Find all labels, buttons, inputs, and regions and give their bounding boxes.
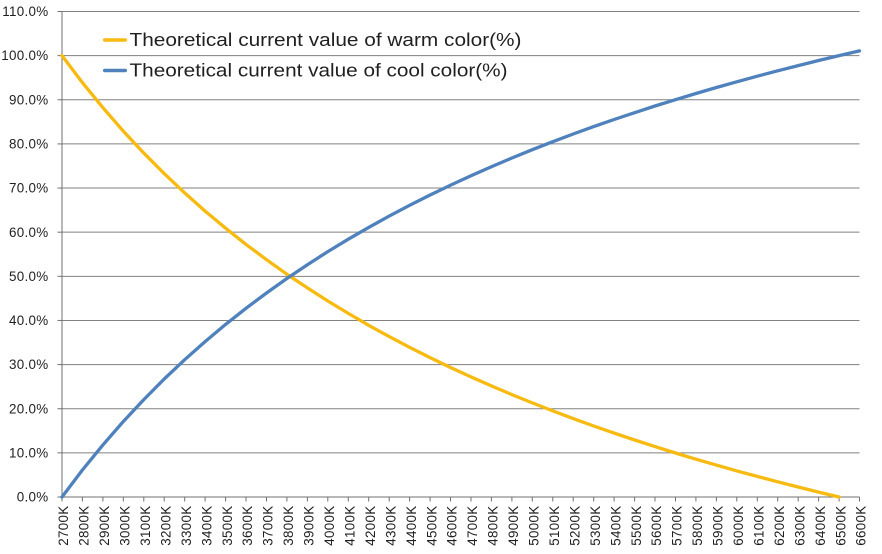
svg-text:40.0%: 40.0% xyxy=(9,313,48,328)
svg-text:20.0%: 20.0% xyxy=(9,401,48,416)
svg-text:3000K: 3000K xyxy=(118,506,133,546)
svg-text:5000K: 5000K xyxy=(527,506,542,546)
svg-text:5700K: 5700K xyxy=(670,506,685,546)
svg-text:6400K: 6400K xyxy=(813,506,828,546)
svg-text:50.0%: 50.0% xyxy=(9,269,48,284)
svg-text:5800K: 5800K xyxy=(690,506,705,546)
svg-text:2900K: 2900K xyxy=(97,506,112,546)
svg-text:90.0%: 90.0% xyxy=(9,92,48,107)
svg-text:5500K: 5500K xyxy=(629,506,644,546)
svg-text:Theoretical current value of w: Theoretical current value of warm color(… xyxy=(130,30,522,50)
svg-text:5300K: 5300K xyxy=(588,506,603,546)
svg-text:6500K: 6500K xyxy=(833,506,848,546)
svg-text:5200K: 5200K xyxy=(567,506,582,546)
svg-text:3500K: 3500K xyxy=(220,506,235,546)
svg-text:60.0%: 60.0% xyxy=(9,225,48,240)
svg-text:5900K: 5900K xyxy=(711,506,726,546)
svg-text:2700K: 2700K xyxy=(56,506,71,546)
svg-text:6200K: 6200K xyxy=(772,506,787,546)
svg-text:100.0%: 100.0% xyxy=(1,48,48,63)
svg-text:3200K: 3200K xyxy=(158,506,173,546)
svg-text:4300K: 4300K xyxy=(383,506,398,546)
svg-text:4700K: 4700K xyxy=(465,506,480,546)
svg-text:3300K: 3300K xyxy=(179,506,194,546)
svg-text:4400K: 4400K xyxy=(404,506,419,546)
svg-text:Theoretical current value of c: Theoretical current value of cool color(… xyxy=(130,60,508,80)
svg-text:2800K: 2800K xyxy=(77,506,92,546)
svg-text:4200K: 4200K xyxy=(363,506,378,546)
svg-text:30.0%: 30.0% xyxy=(9,357,48,372)
svg-text:0.0%: 0.0% xyxy=(17,490,49,505)
svg-text:5600K: 5600K xyxy=(649,506,664,546)
svg-text:3100K: 3100K xyxy=(138,506,153,546)
svg-text:6300K: 6300K xyxy=(792,506,807,546)
svg-text:110.0%: 110.0% xyxy=(2,4,48,19)
svg-text:6600K: 6600K xyxy=(854,506,869,546)
svg-text:5400K: 5400K xyxy=(608,506,623,546)
svg-text:4900K: 4900K xyxy=(506,506,521,546)
svg-text:70.0%: 70.0% xyxy=(9,181,48,196)
svg-text:3400K: 3400K xyxy=(199,506,214,546)
svg-text:80.0%: 80.0% xyxy=(9,137,48,152)
svg-text:6100K: 6100K xyxy=(752,506,767,546)
svg-text:6000K: 6000K xyxy=(731,506,746,546)
svg-text:5100K: 5100K xyxy=(547,506,562,546)
svg-text:10.0%: 10.0% xyxy=(9,446,48,461)
svg-text:3900K: 3900K xyxy=(302,506,317,546)
svg-text:4100K: 4100K xyxy=(343,506,358,546)
svg-text:4500K: 4500K xyxy=(424,506,439,546)
svg-text:3800K: 3800K xyxy=(281,506,296,546)
svg-text:4600K: 4600K xyxy=(445,506,460,546)
svg-text:4000K: 4000K xyxy=(322,506,337,546)
svg-text:3600K: 3600K xyxy=(240,506,255,546)
svg-text:3700K: 3700K xyxy=(261,506,276,546)
svg-text:4800K: 4800K xyxy=(486,506,501,546)
